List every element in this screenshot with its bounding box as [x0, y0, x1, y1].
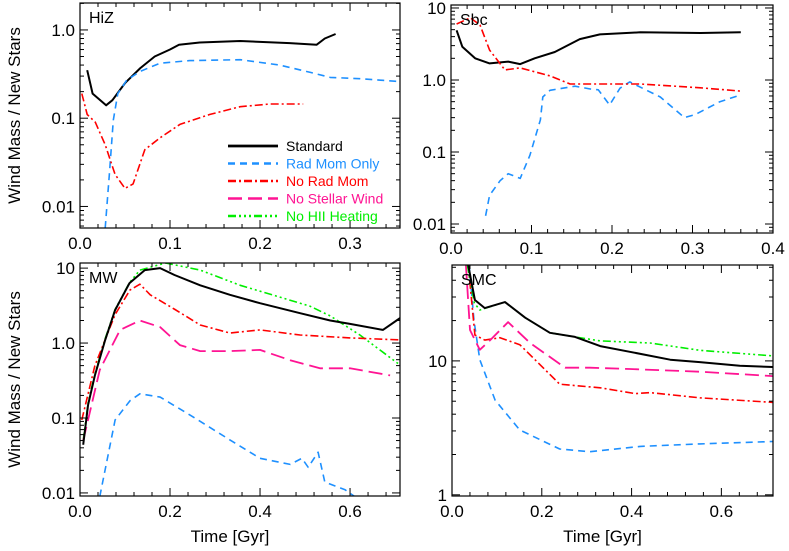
series-line-standard	[82, 267, 400, 445]
plot-frame	[450, 4, 774, 234]
panel-title: HiZ	[89, 10, 114, 27]
series-group	[455, 16, 742, 216]
x-tick-label: 0.3	[681, 239, 705, 258]
y-tick-label: 10	[427, 0, 446, 18]
x-tick-label: 0.6	[338, 502, 362, 521]
x-tick-label: 0.1	[520, 239, 544, 258]
series-line-nowind	[82, 319, 391, 441]
x-tick-label: 0.2	[158, 502, 182, 521]
panel-mw: 0.0 0.2 0.4 0.6 0.01 0.1 1.0 10 MW Wind Mass / Ne…	[5, 259, 401, 546]
x-tick-label: 0.3	[338, 234, 362, 253]
series-group	[81, 263, 400, 496]
y-tick-label: 0.01	[42, 484, 75, 503]
y-tick-label: 0.1	[51, 409, 75, 428]
panel-title: SMC	[461, 272, 497, 289]
y-axis-title: Wind Mass / New Stars	[5, 291, 24, 468]
series-line-standard	[467, 265, 773, 368]
legend-label-noradmom: No Rad Mom	[286, 173, 368, 189]
x-tick-label: 0.1	[158, 234, 182, 253]
y-tick-label: 0.1	[51, 109, 75, 128]
series-line-noradmom	[467, 265, 773, 404]
y-tick-label: 1.0	[422, 71, 446, 90]
x-axis-title: Time [Gyr]	[191, 527, 270, 546]
x-tick-label: 0.6	[710, 502, 734, 521]
y-tick-label: 10	[428, 352, 447, 371]
y-tick-label: 0.01	[42, 197, 75, 216]
legend-label-standard: Standard	[286, 138, 343, 154]
x-tick-label: 0.4	[248, 502, 272, 521]
series-line-noradmom	[456, 16, 741, 92]
y-tick-label: 1	[438, 486, 447, 505]
x-axis-title: Time [Gyr]	[563, 527, 642, 546]
y-tick-label: 1.0	[51, 334, 75, 353]
series-line-radmom	[484, 81, 742, 216]
series-line-radmom	[99, 392, 356, 496]
y-tick-label: 10	[56, 259, 75, 278]
panel-hiz: 0.0 0.1 0.2 0.3 0.01 0.1 1.0 HiZ Wind Mass / New…	[5, 2, 401, 253]
panel-title: MW	[89, 270, 118, 287]
series-line-radmom	[468, 265, 773, 453]
x-tick-label: 0.2	[248, 234, 272, 253]
x-tick-label: 0.2	[600, 239, 624, 258]
x-tick-label: 0.0	[68, 234, 92, 253]
x-tick-label: 0.0	[440, 502, 464, 521]
plot-frame	[79, 2, 401, 229]
series-group	[465, 265, 773, 453]
y-tick-label: 1.0	[51, 21, 75, 40]
panel-sbc: 0.0 0.1 0.2 0.3 0.4 0.01 0.1 1.0 10 Sbc	[413, 0, 785, 258]
legend-label-radmom: Rad Mom Only	[286, 156, 379, 172]
x-tick-label: 0.4	[620, 502, 644, 521]
series-line-noradmom	[81, 283, 400, 421]
panel-title: Sbc	[460, 12, 488, 29]
series-group	[81, 33, 400, 228]
series-line-standard	[455, 29, 741, 66]
y-axis-title: Wind Mass / New Stars	[5, 27, 24, 204]
x-tick-label: 0.4	[761, 239, 785, 258]
series-line-nowind	[465, 265, 773, 377]
panel-smc: 0.0 0.2 0.4 0.6 1 10 SMC Time [Gyr]	[428, 264, 774, 546]
y-tick-label: 0.01	[413, 215, 446, 234]
x-tick-label: 0.2	[530, 502, 554, 521]
x-tick-label: 0.0	[439, 239, 463, 258]
x-tick-label: 0.0	[68, 502, 92, 521]
legend-label-nowind: No Stellar Wind	[286, 191, 383, 207]
series-line-noradmom	[81, 93, 304, 190]
series-line-radmom	[104, 58, 400, 228]
series-line-nohii	[466, 265, 773, 357]
series-line-standard	[86, 33, 336, 107]
legend-label-nohii: No HII Heating	[286, 208, 378, 224]
plot-frame	[451, 264, 774, 497]
y-tick-label: 0.1	[422, 143, 446, 162]
plot-frame	[79, 262, 401, 497]
